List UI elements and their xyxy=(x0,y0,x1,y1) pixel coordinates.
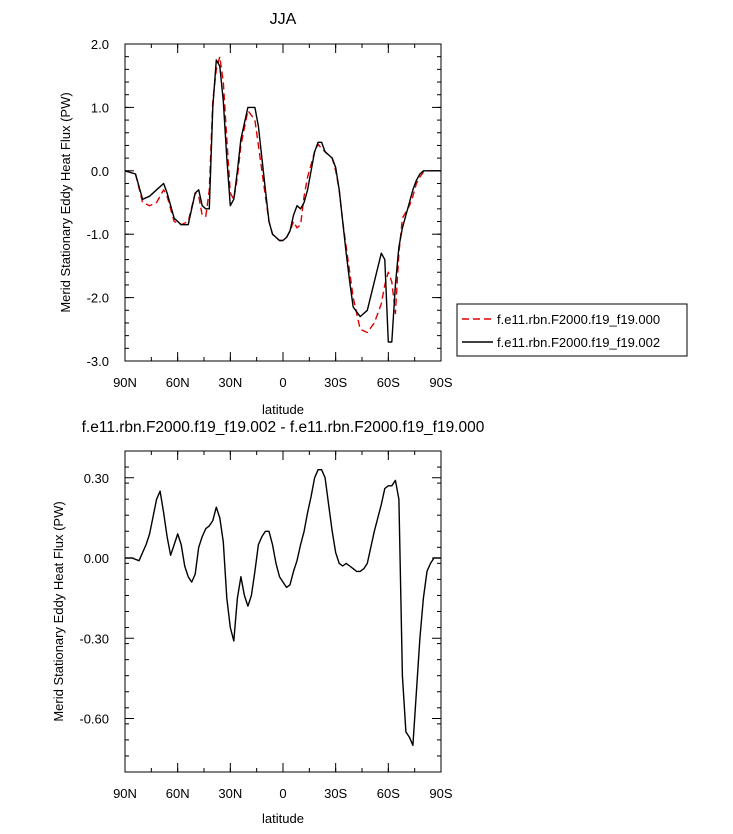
panel1-chart-title: JJA xyxy=(270,11,297,28)
panel2-plot-frame xyxy=(124,450,442,773)
panel2-x-tick-label: 0 xyxy=(279,786,286,801)
panel2-x-tick-label: 30N xyxy=(218,786,242,801)
panel2-x-axis-label: latitude xyxy=(262,811,304,826)
panel1-x-tick-label: 0 xyxy=(279,375,286,390)
panel1-y-axis-label: Merid Stationary Eddy Heat Flux (PW) xyxy=(58,92,73,312)
panel1-x-tick-label: 90N xyxy=(113,375,137,390)
panel2-series-line-1 xyxy=(125,469,441,746)
panel2-x-tick-label: 90N xyxy=(113,786,137,801)
panel1-y-tick-label: 0.0 xyxy=(91,164,109,179)
panel2-x-tick-label: 60N xyxy=(166,786,190,801)
panel1-series-line-2 xyxy=(124,59,441,343)
panel1-x-tick-label: 30N xyxy=(218,375,242,390)
panel2-x-tick-label: 90S xyxy=(429,786,452,801)
panel2-chart-title: f.e11.rbn.F2000.f19_f19.002 - f.e11.rbn.… xyxy=(82,419,485,436)
panel1-legend-label-2: f.e11.rbn.F2000.f19_f19.002 xyxy=(497,335,660,350)
panel2-y-tick-label: -0.60 xyxy=(79,712,109,727)
panel1-x-tick-label: 60N xyxy=(166,375,190,390)
panel2-x-tick-label: 30S xyxy=(324,786,347,801)
panel1-legend-label-1: f.e11.rbn.F2000.f19_f19.000 xyxy=(497,312,660,327)
panel1-x-tick-label: 60S xyxy=(377,375,400,390)
panel2-y-tick-label: 0.00 xyxy=(84,551,109,566)
panel1-x-axis-label: latitude xyxy=(262,402,304,417)
panel2-y-tick-label: -0.30 xyxy=(79,631,109,646)
panel1-x-tick-label: 30S xyxy=(324,375,347,390)
panel1-y-tick-label: 1.0 xyxy=(91,100,109,115)
panel2-y-tick-label: 0.30 xyxy=(84,471,109,486)
panel1-legend-box xyxy=(456,303,688,357)
panel1-y-tick-label: 2.0 xyxy=(91,37,109,52)
panel1-y-tick-label: -2.0 xyxy=(87,291,109,306)
panel1-series-line-1 xyxy=(124,56,441,334)
panel2-x-tick-label: 60S xyxy=(377,786,400,801)
panel1-x-tick-label: 90S xyxy=(429,375,452,390)
panel1-y-tick-label: -3.0 xyxy=(87,354,109,369)
panel1-y-tick-label: -1.0 xyxy=(87,227,109,242)
panel2-y-axis-label: Merid Stationary Eddy Heat Flux (PW) xyxy=(51,501,66,721)
